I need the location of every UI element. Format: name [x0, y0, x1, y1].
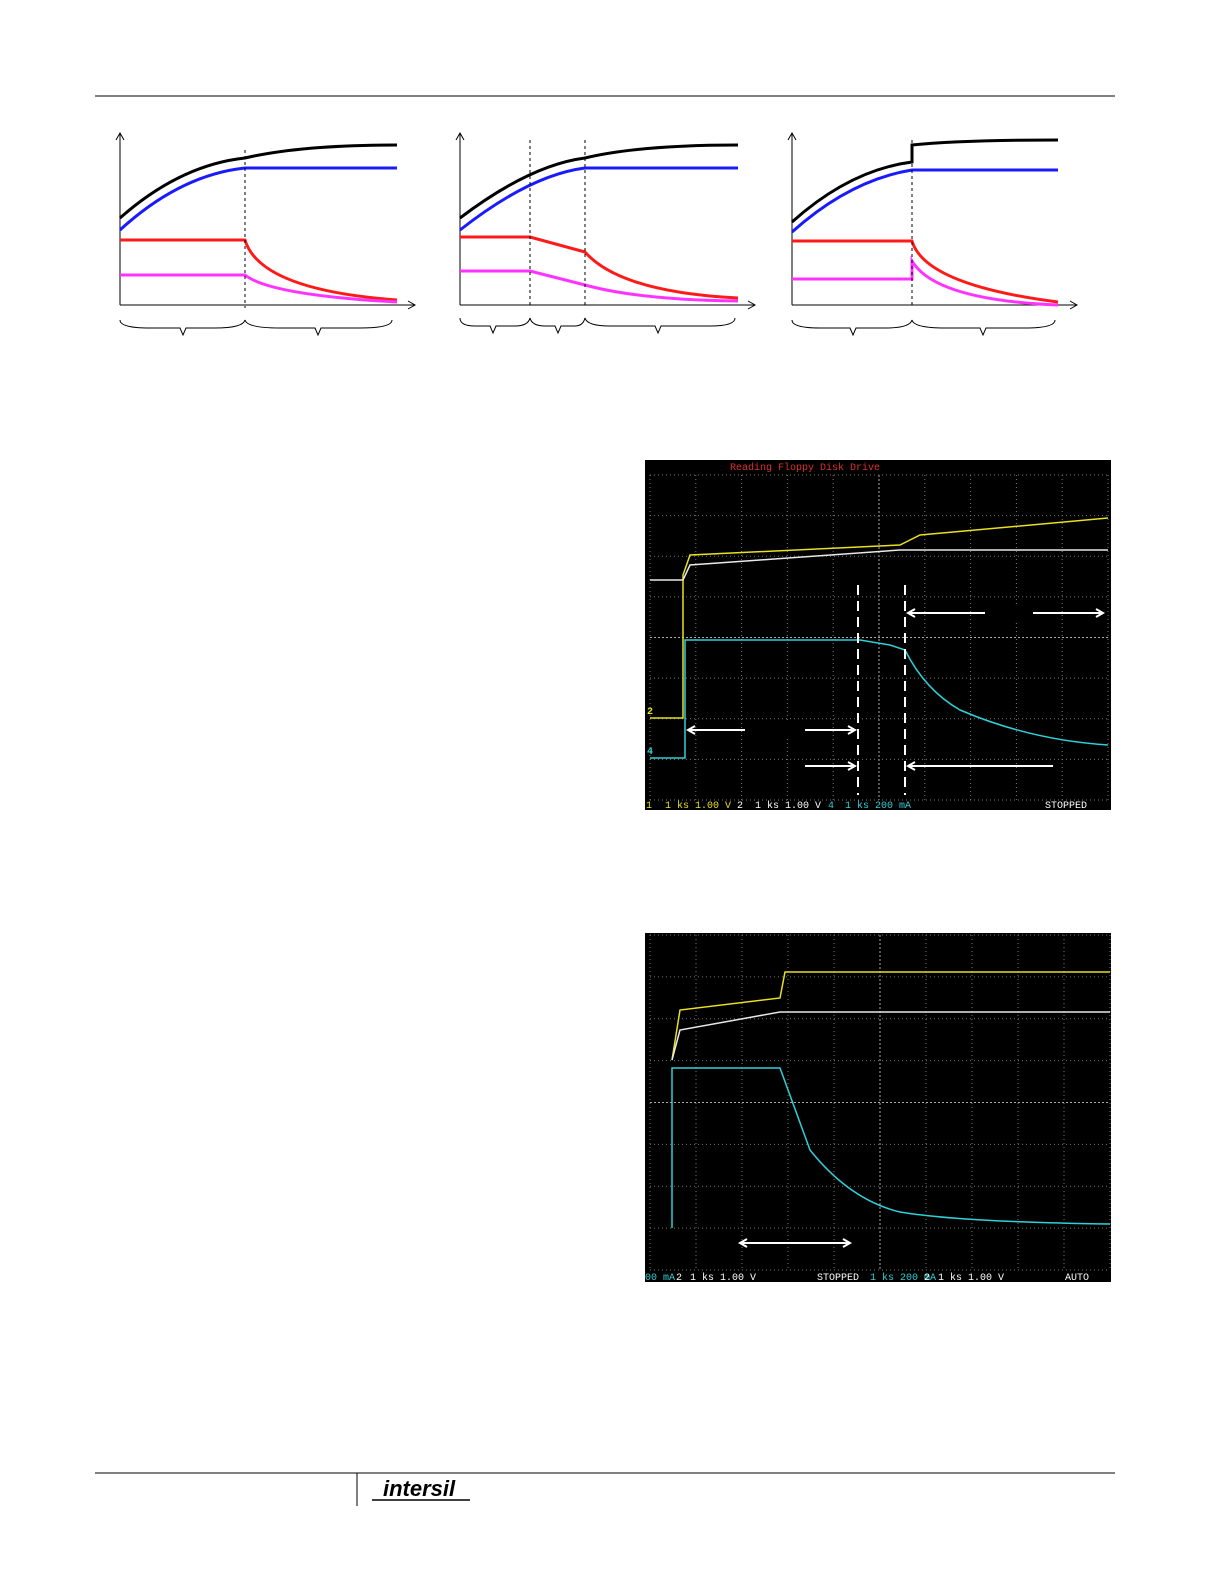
status-text: 2: [737, 801, 743, 812]
diagrams: [115, 131, 1079, 337]
scope-title: Reading Floppy Disk Drive: [730, 462, 880, 474]
diagram: [455, 131, 757, 335]
status-text: 1 ks 1.00 V: [690, 1272, 756, 1284]
channel-marker: 4: [647, 747, 653, 758]
status-text: 1 ks 1.00 V: [665, 800, 731, 812]
status-text: AUTO: [1065, 1273, 1089, 1284]
status-text: 1 ks 200 mA: [845, 800, 911, 812]
scope-1: Reading Floppy Disk Drive 2 4 1 1 ks 1.0…: [645, 460, 1111, 812]
diagram: [787, 131, 1079, 337]
diagram: [115, 131, 417, 337]
status-text: 2: [676, 1273, 682, 1284]
status-text: STOPPED: [1045, 801, 1087, 812]
channel-marker: 2: [647, 707, 653, 718]
status-text: 2: [924, 1273, 930, 1284]
status-text: 1 ks 1.00 V: [755, 800, 821, 812]
status-text: 1 ks 1.00 V: [938, 1272, 1004, 1284]
status-text: 4: [828, 801, 834, 812]
scope-2: 00 mA 2 1 ks 1.00 V STOPPED 1 ks 200 mA …: [645, 933, 1111, 1284]
status-text: STOPPED: [817, 1273, 859, 1284]
status-text: 1: [646, 801, 652, 812]
status-text: 00 mA: [645, 1273, 675, 1284]
status-text: 1 ks 200 mA: [870, 1272, 936, 1284]
logo: intersil: [383, 1476, 456, 1501]
